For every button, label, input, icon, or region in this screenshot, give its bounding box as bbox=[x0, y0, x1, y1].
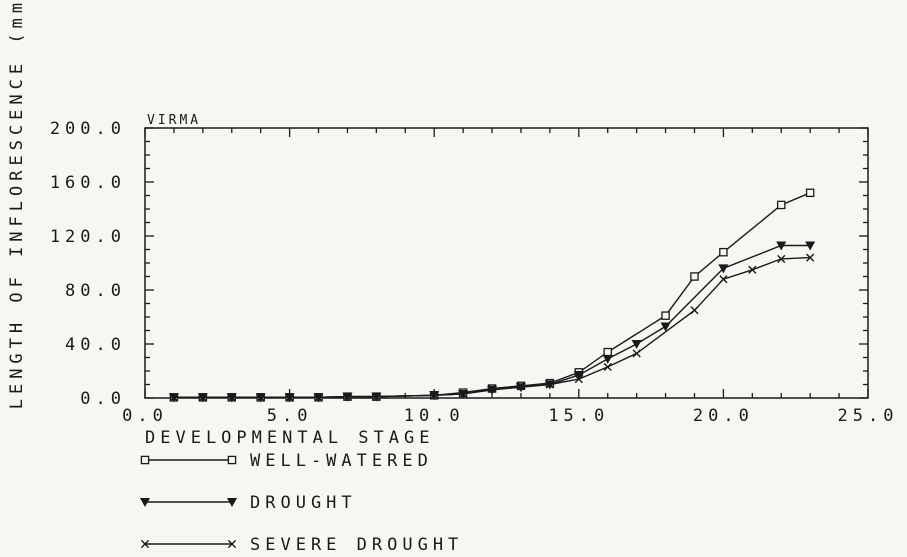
data-point-x bbox=[545, 380, 554, 389]
data-point-square bbox=[719, 247, 728, 257]
data-point-triangle-down bbox=[631, 340, 642, 350]
series-line-1 bbox=[173, 192, 811, 398]
x-tick-label: 10.0 bbox=[404, 406, 465, 426]
x-tick-label: 15.0 bbox=[548, 406, 609, 426]
data-point-square bbox=[690, 272, 699, 281]
y-tick-label: 120.0 bbox=[50, 227, 126, 247]
plot-frame bbox=[144, 127, 869, 399]
data-point-x bbox=[256, 393, 265, 402]
data-point-square bbox=[776, 200, 786, 210]
y-axis-label: LENGTH OF INFLORESCENCE (mm) bbox=[7, 0, 27, 409]
data-point-triangle-down bbox=[660, 322, 671, 332]
series-line-2 bbox=[173, 244, 811, 398]
y-tick-label: 200.0 bbox=[50, 119, 126, 139]
legend-marker-x bbox=[227, 539, 237, 549]
data-point-x bbox=[516, 381, 526, 390]
data-point-x bbox=[690, 306, 699, 315]
legend-marker-square bbox=[140, 455, 150, 465]
legend-label-3: SEVERE DROUGHT bbox=[250, 535, 463, 553]
data-point-x bbox=[748, 265, 757, 274]
y-tick-label: 40.0 bbox=[65, 335, 126, 355]
data-point-x bbox=[777, 254, 786, 264]
data-point-x bbox=[632, 349, 641, 358]
legend-label-1: WELL-WATERED bbox=[250, 451, 433, 471]
data-point-x bbox=[603, 362, 612, 372]
y-tick-label: 0.0 bbox=[80, 389, 126, 409]
series-line-3 bbox=[173, 256, 811, 398]
data-point-x bbox=[169, 393, 179, 402]
x-axis-label: DEVELOPMENTAL STAGE bbox=[145, 428, 434, 448]
x-tick-label: 25.0 bbox=[838, 406, 899, 426]
legend-label-2: DROUGHT bbox=[250, 493, 357, 513]
data-point-x bbox=[430, 391, 439, 400]
data-point-x bbox=[372, 392, 381, 401]
data-point-triangle-down bbox=[573, 371, 584, 381]
x-tick-label: 0.0 bbox=[122, 406, 168, 426]
data-point-x bbox=[574, 375, 583, 384]
data-point-x bbox=[343, 392, 352, 401]
legend-marker-square bbox=[227, 455, 237, 465]
data-point-triangle-down bbox=[776, 241, 787, 251]
data-point-triangle-down bbox=[602, 354, 613, 364]
legend: WELL-WATERED DROUGHT SEVERE DROUGHT bbox=[139, 451, 463, 555]
data-point-triangle-down bbox=[718, 264, 729, 274]
data-point-square bbox=[603, 347, 612, 357]
x-tick-label: 20.0 bbox=[693, 406, 754, 426]
series-layer bbox=[168, 188, 816, 403]
data-point-x bbox=[487, 384, 497, 393]
data-point-x bbox=[719, 275, 728, 284]
x-tick-label: 5.0 bbox=[267, 406, 313, 426]
legend-marker-triangle-down bbox=[139, 498, 151, 508]
y-tick-label: 80.0 bbox=[65, 281, 126, 301]
data-point-x bbox=[227, 393, 236, 402]
legend-marker-x bbox=[140, 539, 150, 549]
legend-marker-triangle-down bbox=[226, 498, 238, 508]
panel-label: VIRMA bbox=[147, 113, 201, 128]
data-point-x bbox=[806, 253, 815, 262]
y-tick-label: 160.0 bbox=[50, 173, 126, 193]
data-point-square bbox=[805, 188, 815, 198]
data-point-x bbox=[314, 393, 323, 402]
data-point-x bbox=[285, 393, 294, 402]
axes-layer: 0.0 5.0 10.0 15.0 20.0 25.0 0.0 40.0 80.0 120.0 16… bbox=[7, 0, 899, 448]
data-point-x bbox=[198, 393, 207, 402]
data-point-square bbox=[661, 311, 670, 320]
data-point-triangle-down bbox=[805, 241, 816, 251]
data-point-x bbox=[459, 389, 468, 399]
